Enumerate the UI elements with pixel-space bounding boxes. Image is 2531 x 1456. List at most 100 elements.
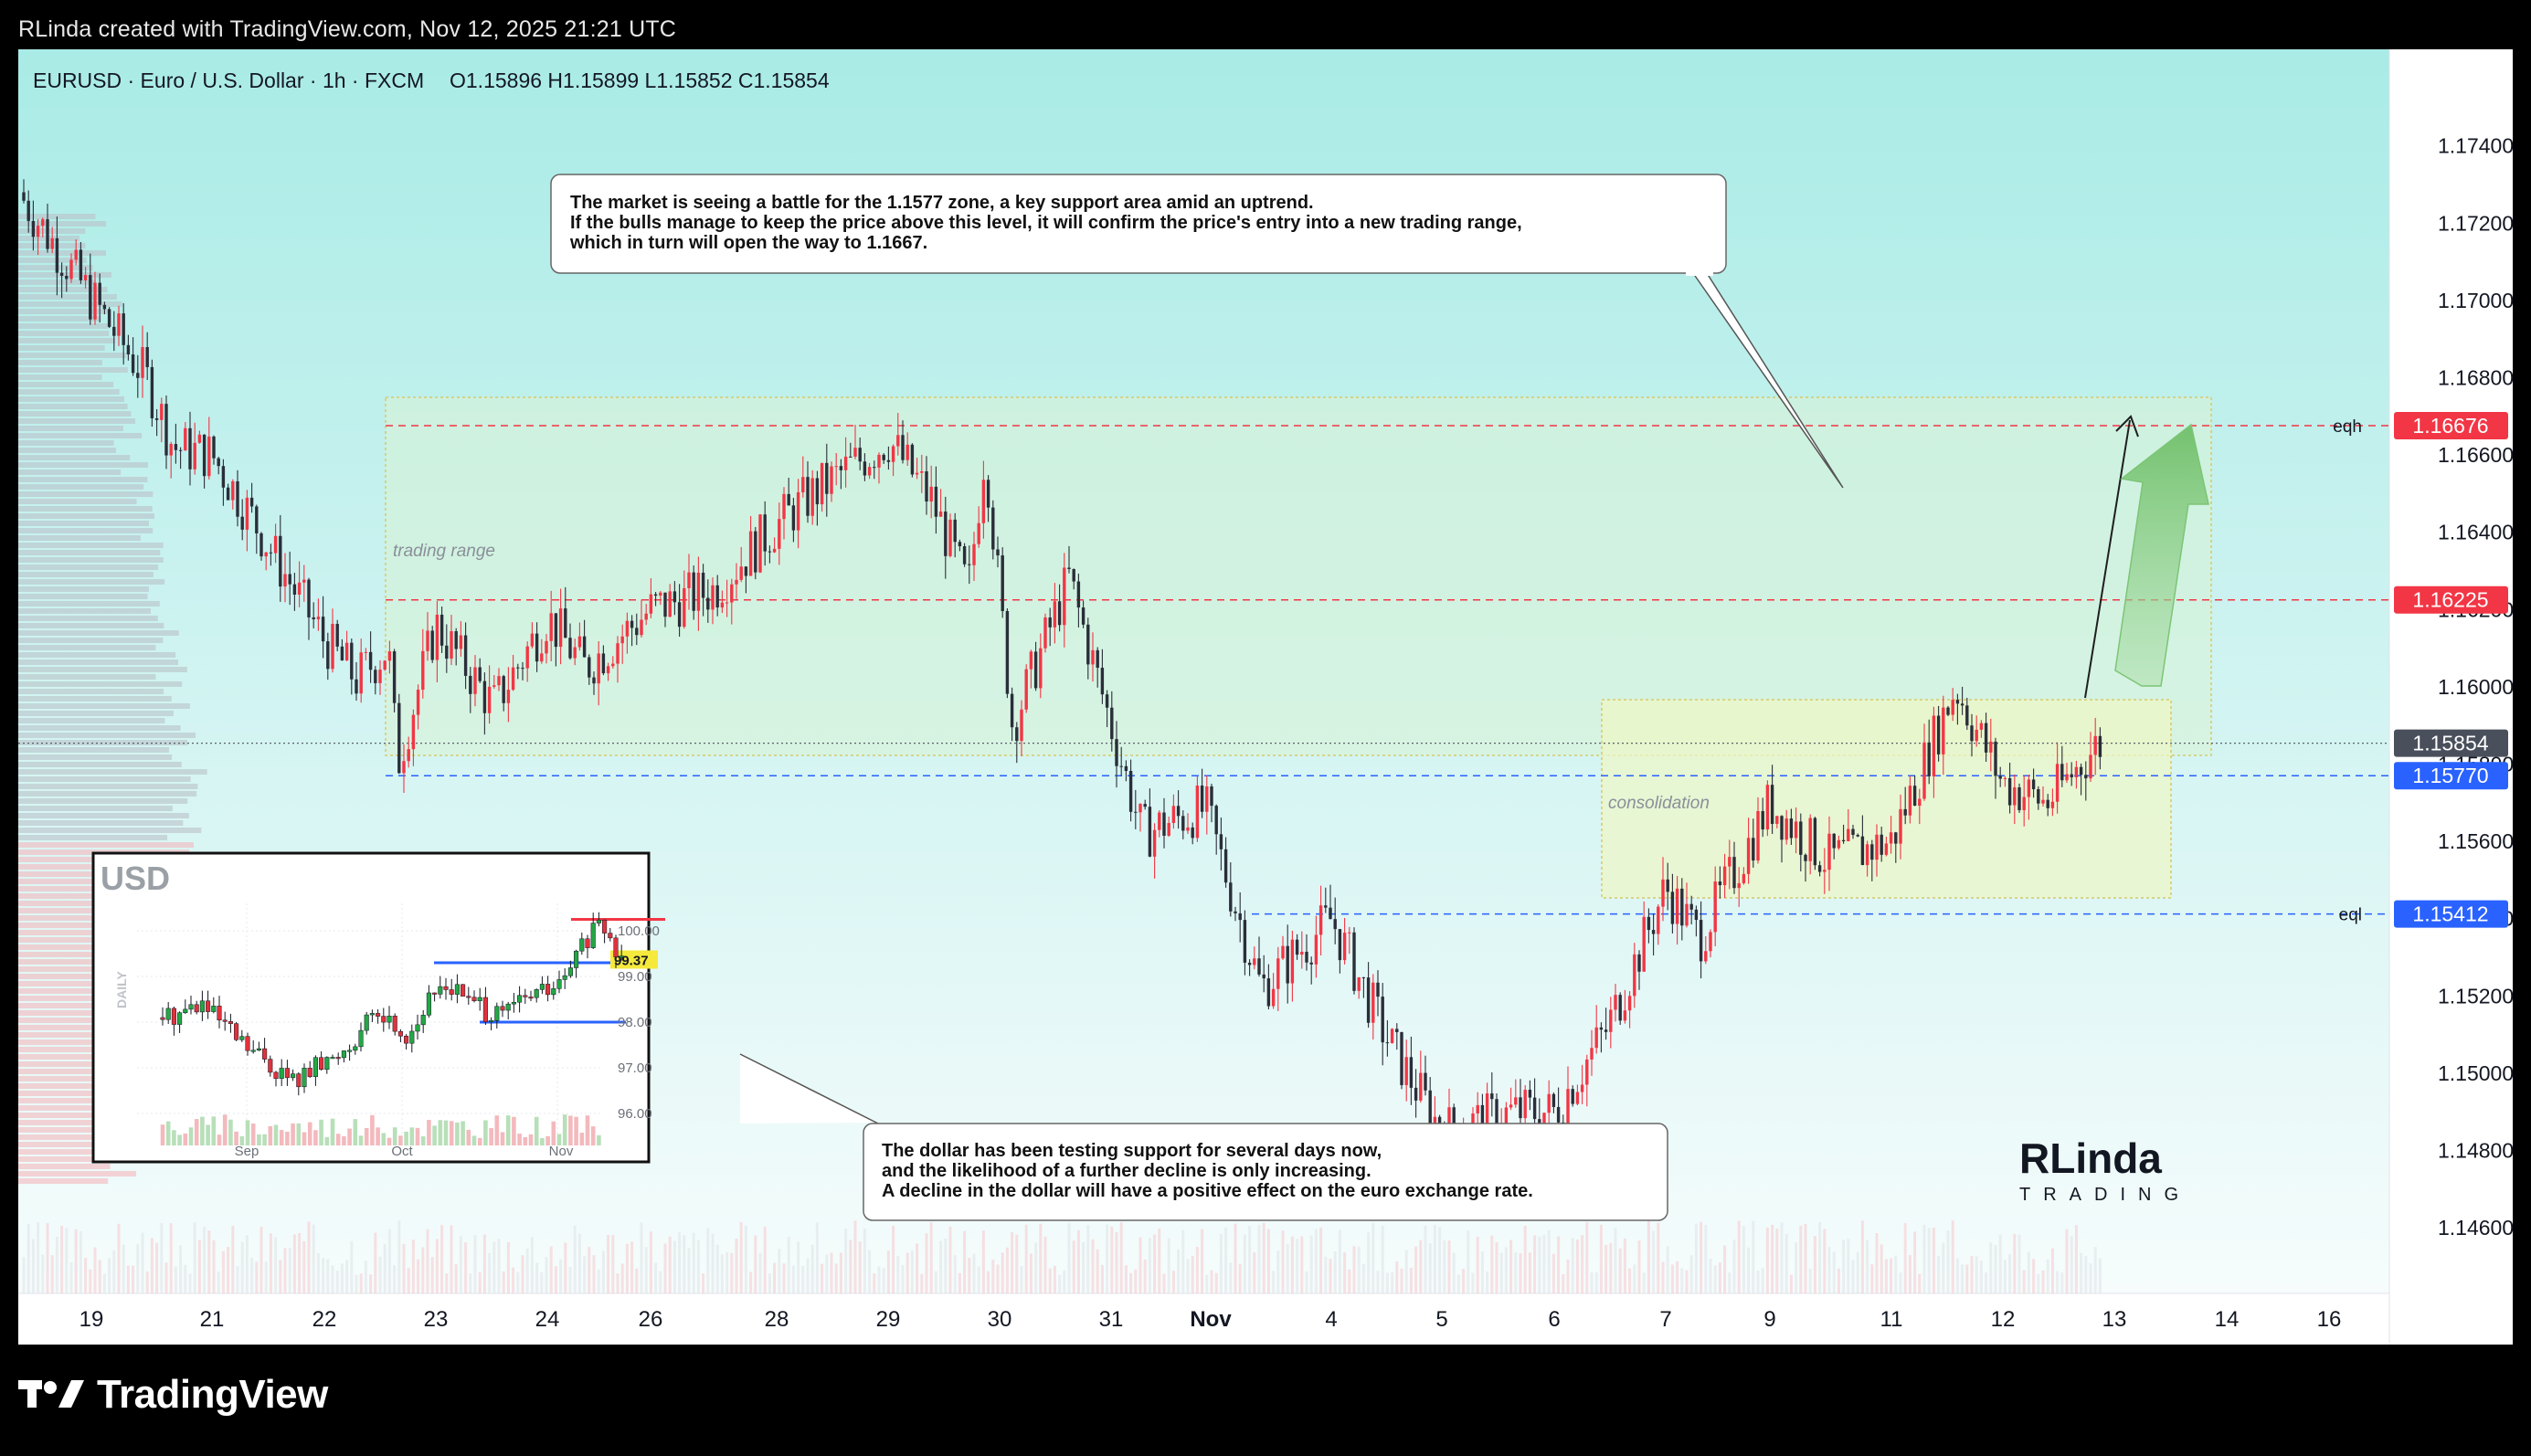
candle-body [1784, 818, 1788, 840]
inset-volume-bar [512, 1116, 516, 1145]
chart-canvas[interactable]: trading range consolidation eqh eql The m… [18, 49, 2513, 1345]
x-tick-label: 29 [876, 1307, 901, 1332]
volume-bar [2093, 1247, 2097, 1293]
candle-body [588, 657, 591, 678]
usd-inset-chart[interactable]: USD DAILY 99.37 100.00 99.00 98.00 97.00 96.… [91, 851, 665, 1164]
volume-bar [117, 1223, 121, 1293]
candle-body [1371, 982, 1375, 1023]
inset-volume-bar [335, 1134, 341, 1145]
symbol-title[interactable]: EURUSD · Euro / U.S. Dollar · 1h · FXCM [33, 69, 424, 92]
projection-line[interactable] [2084, 419, 2131, 699]
price-label-current: 1.15854 [2412, 732, 2488, 755]
volume-bar [1818, 1222, 1822, 1293]
inset-candle-body [608, 933, 613, 939]
volume-bar [345, 1260, 349, 1293]
inset-candle-body [590, 923, 596, 948]
volume-bar [1899, 1272, 1902, 1293]
volume-profile-bar [18, 638, 164, 643]
time-axis[interactable] [18, 1293, 2389, 1345]
inset-last-price-bg [610, 950, 658, 969]
candle-body [1975, 729, 1978, 742]
volume-bar [892, 1226, 895, 1293]
candle-body [687, 572, 691, 588]
inset-volume-bar [392, 1127, 397, 1145]
inset-candle-body [454, 984, 460, 995]
volume-bar [207, 1230, 211, 1293]
y-tick-label: 1.15200 [2438, 984, 2513, 1008]
volume-bar [886, 1250, 890, 1293]
volume-bar [46, 1222, 49, 1293]
volume-bar [1186, 1259, 1190, 1293]
candle-body [1281, 945, 1285, 959]
volume-bar [112, 1250, 116, 1293]
volume-bar [1086, 1225, 1090, 1293]
inset-candle-body [574, 950, 579, 968]
candle-body [1685, 903, 1689, 926]
inset-candle-body [397, 1030, 403, 1037]
inset-levels: 99.37 [434, 918, 665, 1024]
up-arrow-icon[interactable] [2114, 423, 2209, 687]
volume-bar [1053, 1265, 1056, 1293]
volume-profile-bar [18, 1120, 140, 1125]
volume-profile-bar [18, 1025, 164, 1030]
volume-bar [1742, 1225, 1745, 1293]
volume-profile-bar [18, 798, 188, 804]
candle-body [996, 549, 1000, 556]
inset-volume-bar [590, 1126, 596, 1145]
volume-bar [41, 1254, 45, 1293]
candle-body [582, 636, 587, 658]
consolidation-zone[interactable] [1601, 699, 2172, 899]
candle-body [525, 646, 529, 669]
volume-bar [977, 1266, 980, 1293]
volume-bar [1737, 1220, 1741, 1293]
candle-body [469, 675, 472, 694]
volume-bar [944, 1238, 948, 1293]
candle-body [1794, 821, 1798, 839]
main-chart[interactable]: trading range consolidation eqh eql The m… [18, 49, 2513, 1345]
volume-profile-bar [18, 572, 154, 577]
volume-bar [1456, 1274, 1460, 1293]
volume-bar [469, 1273, 472, 1293]
bottom-callout[interactable]: The dollar has been testing support for … [739, 1053, 1668, 1221]
candle-body [1262, 974, 1266, 979]
candle-body [279, 535, 282, 587]
volume-bar [1091, 1239, 1095, 1293]
volume-bar [488, 1252, 492, 1293]
price-label-bg-current [2394, 729, 2508, 757]
candle-body [1191, 827, 1194, 839]
x-tick-label: 16 [2317, 1307, 2342, 1332]
volume-bar [312, 1224, 315, 1293]
candle-body [735, 579, 738, 585]
volume-bar [1728, 1272, 1731, 1293]
volume-bar [2032, 1259, 2036, 1293]
volume-bar [987, 1271, 990, 1293]
candle-body [1162, 812, 1166, 836]
inset-candle-body [319, 1057, 324, 1071]
top-callout[interactable]: The market is seeing a battle for the 1.… [550, 174, 1844, 489]
volume-profile-bar [18, 1149, 118, 1155]
eqh-label: eqh [2333, 417, 2362, 437]
volume-bar [1890, 1258, 1893, 1293]
volume-bar [212, 1240, 216, 1293]
inset-candle-body [256, 1048, 261, 1051]
candle-body [1984, 723, 1988, 753]
volume-bar [920, 1273, 924, 1293]
volume-bar [958, 1272, 961, 1293]
candle-body [1039, 648, 1043, 689]
candle-body [340, 646, 344, 660]
inset-candle-body [369, 1013, 375, 1016]
volume-bar [1381, 1225, 1384, 1293]
price-axis[interactable] [2389, 49, 2513, 1345]
candle-body [2065, 774, 2069, 781]
y-tick-label: 1.16400 [2438, 521, 2513, 544]
candle-body [858, 448, 862, 462]
tradingview-brand[interactable]: TradingView [18, 1372, 328, 1418]
candle-body [1580, 1084, 1584, 1092]
volume-bar [197, 1240, 201, 1293]
volume-bar [545, 1257, 548, 1293]
candle-body [1542, 1113, 1546, 1132]
volume-profile-bar [18, 221, 107, 227]
volume-bar [2089, 1263, 2092, 1293]
candle-body [1575, 1092, 1580, 1104]
volume-bar [830, 1252, 833, 1293]
